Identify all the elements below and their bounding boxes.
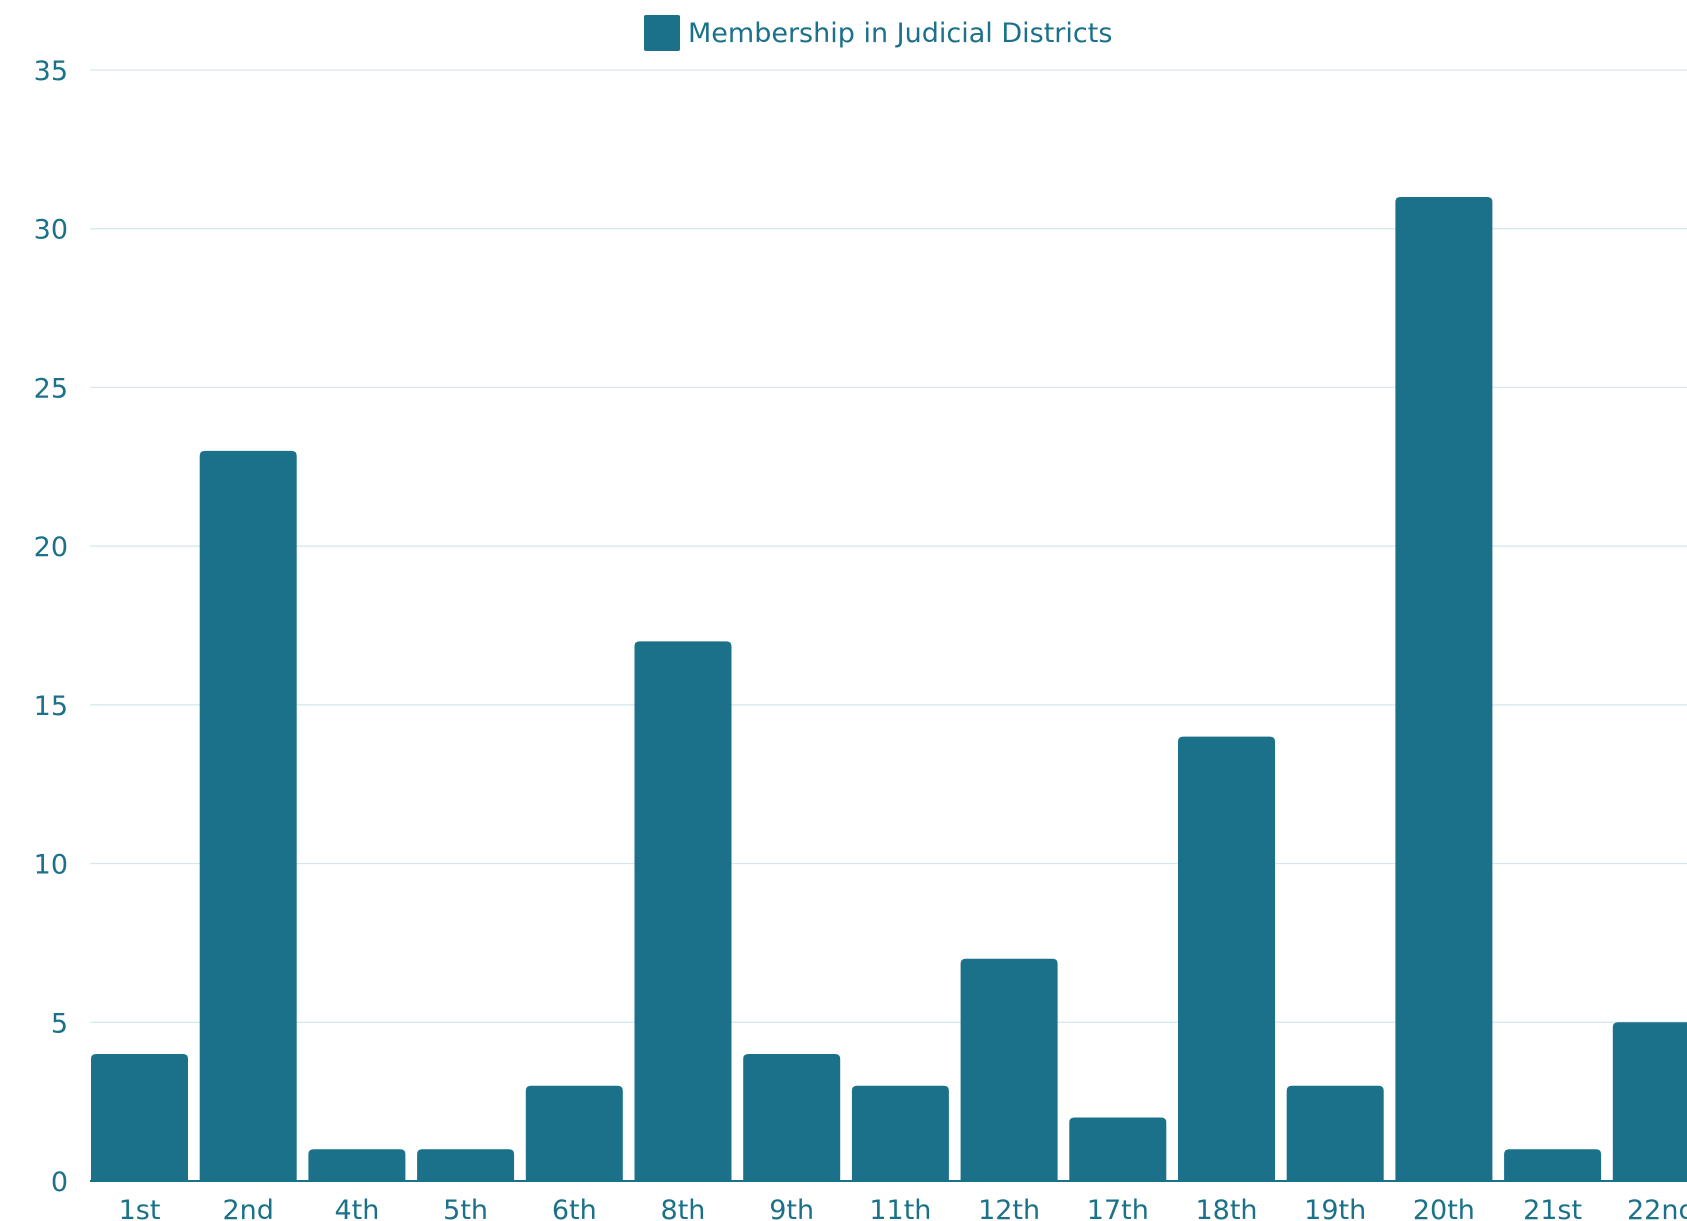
x-tick-label: 22nd xyxy=(1627,1195,1687,1221)
x-tick-label: 1st xyxy=(119,1195,161,1221)
x-tick-label: 9th xyxy=(769,1195,814,1221)
x-tick-label: 18th xyxy=(1195,1195,1257,1221)
bar-1st xyxy=(91,1054,188,1181)
y-tick-label: 10 xyxy=(34,850,68,881)
legend: Membership in Judicial Districts xyxy=(644,15,1112,51)
y-tick-label: 25 xyxy=(34,373,68,404)
x-tick-label: 6th xyxy=(552,1195,597,1221)
axes: 0 5 10 15 20 25 30 35 1st 2nd 4th 5th 6th 8th 9th 11th 1… xyxy=(34,56,1687,1221)
x-tick-label: 17th xyxy=(1087,1195,1149,1221)
legend-label: Membership in Judicial Districts xyxy=(688,18,1112,49)
x-tick-label: 21st xyxy=(1523,1195,1582,1221)
x-tick-label: 4th xyxy=(334,1195,379,1221)
y-tick-label: 20 xyxy=(34,532,68,563)
y-tick-label: 0 xyxy=(51,1167,68,1198)
bar-9th xyxy=(743,1054,841,1181)
bars xyxy=(91,196,1687,1181)
bar-8th xyxy=(634,641,732,1181)
bar-20th xyxy=(1395,196,1493,1181)
y-tick-label: 15 xyxy=(34,691,68,722)
bar-21st xyxy=(1504,1149,1602,1181)
x-tick-label: 11th xyxy=(869,1195,931,1221)
gridlines xyxy=(90,69,1687,1023)
x-tick-label: 12th xyxy=(978,1195,1040,1221)
bar-19th xyxy=(1286,1085,1384,1181)
bar-17th xyxy=(1069,1117,1167,1181)
y-tick-label: 35 xyxy=(34,56,68,87)
bar-4th xyxy=(308,1149,406,1181)
bar-11th xyxy=(851,1085,949,1181)
legend-swatch xyxy=(644,15,680,51)
x-tick-label: 19th xyxy=(1304,1195,1366,1221)
x-tick-label: 8th xyxy=(661,1195,706,1221)
y-tick-label: 5 xyxy=(51,1008,68,1039)
bar-22nd xyxy=(1612,1022,1687,1181)
x-tick-label: 2nd xyxy=(222,1195,273,1221)
bar-12th xyxy=(960,958,1058,1181)
bar-6th xyxy=(525,1085,623,1181)
x-tick-label: 5th xyxy=(443,1195,488,1221)
bar-2nd xyxy=(199,450,297,1181)
x-tick-label: 20th xyxy=(1413,1195,1475,1221)
bar-18th xyxy=(1178,736,1275,1181)
bar-5th xyxy=(417,1149,515,1181)
y-tick-label: 30 xyxy=(34,215,68,246)
